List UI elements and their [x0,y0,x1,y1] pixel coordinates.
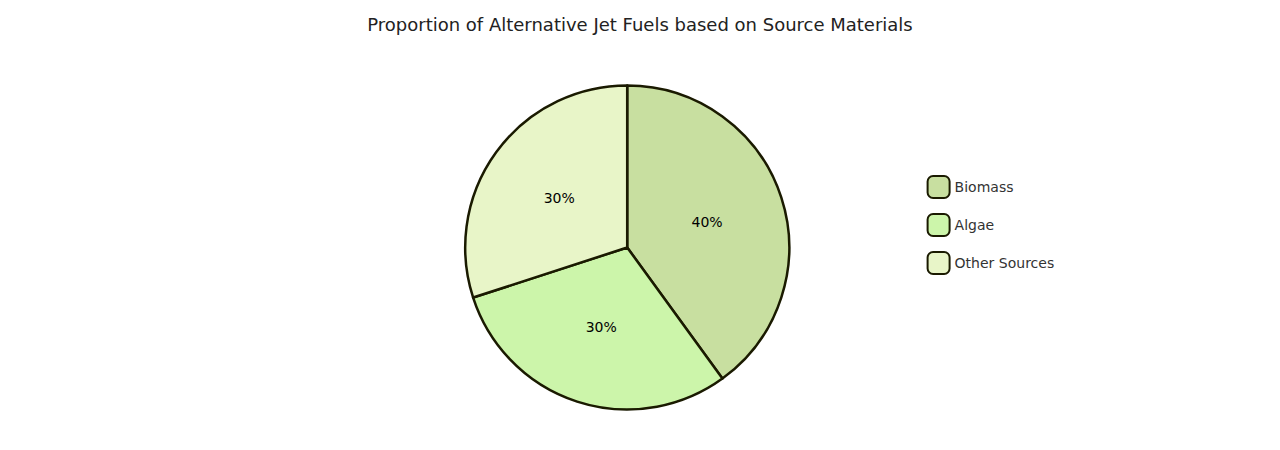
svg-text:30%: 30% [586,319,617,335]
svg-text:40%: 40% [692,214,723,230]
svg-text:Other Sources: Other Sources [955,255,1055,271]
svg-text:Algae: Algae [955,217,995,233]
svg-text:Proportion of Alternative Jet: Proportion of Alternative Jet Fuels base… [367,14,913,35]
svg-text:30%: 30% [544,190,575,206]
svg-text:Biomass: Biomass [955,179,1014,195]
